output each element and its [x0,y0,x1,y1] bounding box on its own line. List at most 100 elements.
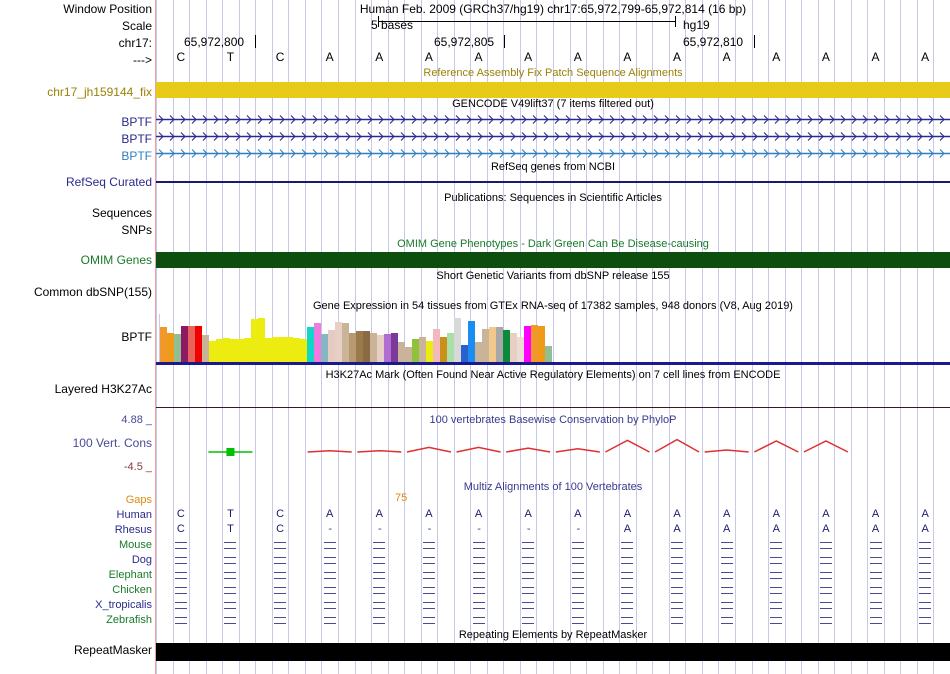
gtex-tissue-bar[interactable] [160,327,167,362]
multiz-row-label-elephant[interactable]: Elephant [108,569,152,581]
gtex-tissue-bar[interactable] [188,326,195,362]
phylop-conservation-plot[interactable] [156,428,950,474]
gtex-tissue-bar[interactable] [363,331,370,362]
gtex-tissue-bar[interactable] [342,323,349,362]
phylop-base-score [506,447,551,453]
gtex-tissue-bar[interactable] [209,340,216,362]
gtex-tissue-bar[interactable] [398,342,405,362]
gtex-tissue-bar[interactable] [223,338,230,362]
gtex-tissue-bar[interactable] [265,338,272,362]
gtex-tissue-bar[interactable] [482,328,489,362]
multiz-missing-data [571,602,584,609]
multiz-missing-data [571,587,584,594]
gtex-tissue-bar[interactable] [461,344,468,362]
gtex-tissue-bar[interactable] [314,323,321,362]
gencode-transcript-row-2[interactable] [156,131,950,142]
center-title-publications: Publications: Sequences in Scientific Ar… [444,192,662,204]
track-label-common-dbsnp[interactable]: Common dbSNP(155) [33,285,152,299]
multiz-row-label-rhesus[interactable]: Rhesus [114,524,152,536]
track-label-layered-h3k27ac[interactable]: Layered H3K27Ac [54,382,152,396]
gtex-tissue-bar[interactable] [300,339,307,362]
track-label-omim-genes[interactable]: OMIM Genes [80,253,152,267]
gtex-tissue-bar[interactable] [272,336,279,362]
gtex-tissue-bar[interactable] [237,339,244,362]
gtex-tissue-bar[interactable] [195,326,202,362]
gtex-tissue-bar[interactable] [433,328,440,362]
gtex-tissue-bar[interactable] [174,334,181,362]
multiz-row-label-x-tropicalis[interactable]: X_tropicalis [95,599,152,611]
scale-bar-right-tick [675,16,676,27]
gtex-tissue-bar[interactable] [454,318,461,362]
gtex-tissue-bar[interactable] [517,336,524,362]
multiz-missing-data [323,602,336,609]
gtex-tissue-bar[interactable] [293,338,300,362]
gtex-tissue-bar[interactable] [251,319,258,362]
gencode-transcript-row-3[interactable] [156,148,950,159]
gtex-tissue-bar[interactable] [468,320,475,362]
gtex-tissue-bar[interactable] [545,346,552,362]
multiz-row-label-chicken[interactable]: Chicken [112,584,152,596]
gtex-tissue-bar[interactable] [391,332,398,362]
gtex-expression-barchart[interactable] [159,314,552,362]
gtex-tissue-bar[interactable] [349,332,356,362]
gtex-tissue-bar[interactable] [370,332,377,362]
track-label-gtex-bptf[interactable]: BPTF [121,330,152,344]
gencode-transcript-row-1[interactable] [156,114,950,125]
gtex-tissue-bar[interactable] [321,334,328,362]
gtex-tissue-bar[interactable] [419,336,426,362]
refseq-transcript-line[interactable] [156,181,950,183]
gtex-tissue-bar[interactable] [244,338,251,362]
track-label-gencode-bptf-3[interactable]: BPTF [121,149,152,163]
multiz-row-label-human[interactable]: Human [116,509,152,521]
gtex-tissue-bar[interactable] [496,327,503,362]
multiz-base: A [623,523,632,535]
track-label-gencode-bptf-1[interactable]: BPTF [121,115,152,129]
gtex-tissue-bar[interactable] [531,324,538,362]
track-label-snps[interactable]: SNPs [121,223,152,237]
gtex-tissue-bar[interactable] [510,332,517,362]
gtex-tissue-bar[interactable] [405,347,412,362]
gtex-tissue-bar[interactable] [328,330,335,362]
multiz-missing-data [522,557,535,564]
track-label-refseq-curated[interactable]: RefSeq Curated [65,175,152,189]
gtex-tissue-bar[interactable] [377,335,384,362]
multiz-missing-data [174,572,187,579]
fix-patch-band[interactable] [156,82,950,98]
repeatmasker-band[interactable] [156,643,950,661]
gtex-tissue-bar[interactable] [181,326,188,362]
multiz-missing-data [274,542,287,549]
gtex-tissue-bar[interactable] [230,339,237,362]
gtex-tissue-bar[interactable] [447,332,454,362]
gtex-tissue-bar[interactable] [440,336,447,362]
gtex-tissue-bar[interactable] [167,332,174,362]
gtex-tissue-bar[interactable] [384,334,391,362]
gtex-tissue-bar[interactable] [286,336,293,362]
gtex-tissue-bar[interactable] [426,340,433,362]
gtex-tissue-bar[interactable] [216,339,223,362]
gtex-tissue-bar[interactable] [279,336,286,362]
track-label-gencode-bptf-2[interactable]: BPTF [121,132,152,146]
track-label-fix-patch[interactable]: chr17_jh159144_fix [47,85,152,99]
gtex-tissue-bar[interactable] [475,342,482,362]
gtex-tissue-bar[interactable] [356,331,363,362]
omim-genes-band[interactable] [156,252,950,268]
multiz-gaps-label[interactable]: Gaps [125,494,152,506]
track-label-sequences[interactable]: Sequences [91,206,152,220]
track-label-repeatmasker[interactable]: RepeatMasker [73,643,152,657]
gtex-tissue-bar[interactable] [258,318,265,362]
multiz-row-label-mouse[interactable]: Mouse [118,539,152,551]
gtex-tissue-bar[interactable] [307,327,314,362]
multiz-row-label-dog[interactable]: Dog [131,554,152,566]
multiz-missing-data [869,572,882,579]
gtex-tissue-bar[interactable] [489,327,496,362]
gtex-tissue-bar[interactable] [335,322,342,362]
gtex-tissue-bar[interactable] [538,326,545,362]
gtex-tissue-bar[interactable] [412,339,419,362]
ruler-tick-mark-1 [504,35,505,48]
gtex-tissue-bar[interactable] [524,326,531,362]
gtex-tissue-bar[interactable] [202,335,209,362]
multiz-row-label-zebrafish[interactable]: Zebrafish [106,614,152,626]
multiz-missing-data [472,587,485,594]
gtex-tissue-bar[interactable] [503,330,510,362]
track-label-100-vert-cons[interactable]: 100 Vert. Cons [72,436,152,450]
